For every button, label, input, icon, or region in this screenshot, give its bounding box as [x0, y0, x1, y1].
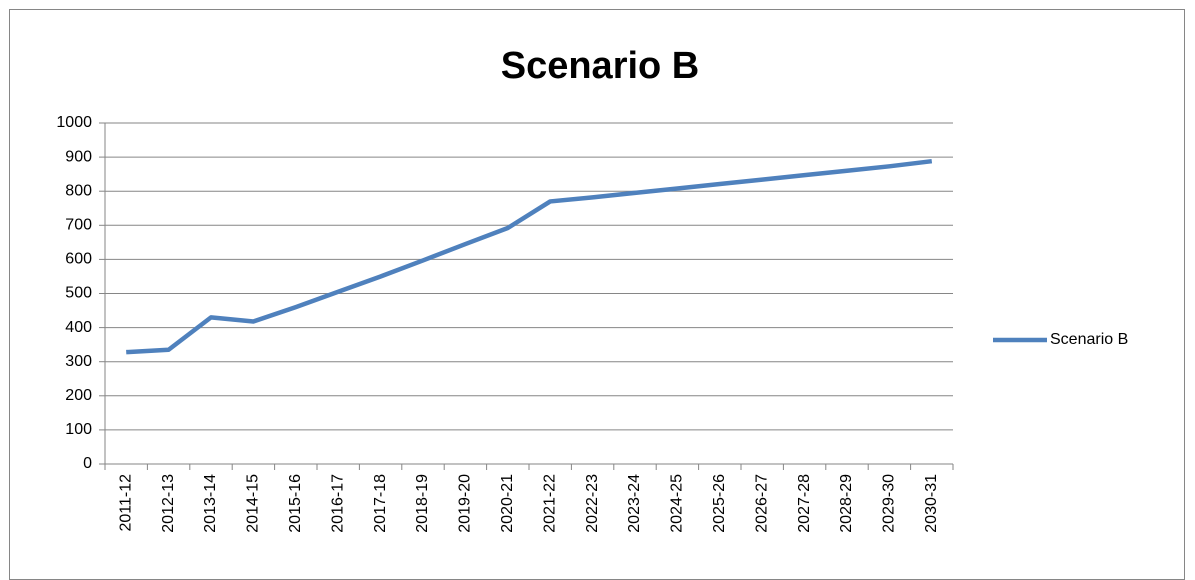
x-tick-label: 2028-29 — [838, 474, 855, 533]
x-tick-label: 2030-31 — [923, 474, 940, 533]
x-tick-label: 2021-22 — [541, 474, 558, 533]
x-tick-label: 2015-16 — [287, 474, 304, 533]
y-tick-label: 200 — [65, 387, 92, 404]
chart-border — [9, 9, 1185, 580]
x-tick-label: 2019-20 — [457, 474, 474, 533]
y-tick-label: 700 — [65, 217, 92, 234]
x-tick-label: 2017-18 — [372, 474, 389, 533]
x-tick-label: 2011-12 — [117, 474, 134, 532]
legend-label: Scenario B — [1050, 331, 1128, 348]
series-line — [126, 158, 933, 355]
y-tick-label: 400 — [65, 319, 92, 336]
x-tick-label: 2018-19 — [414, 474, 431, 533]
x-tick-label: 2025-26 — [711, 474, 728, 533]
y-tick-label: 100 — [65, 421, 92, 438]
y-tick-label: 0 — [83, 455, 92, 472]
chart-title: Scenario B — [501, 45, 700, 87]
x-tick-label: 2022-23 — [584, 474, 601, 533]
y-tick-label: 1000 — [56, 114, 92, 131]
y-tick-label: 800 — [65, 182, 92, 199]
x-tick-label: 2014-15 — [245, 474, 262, 533]
y-tick-label: 300 — [65, 353, 92, 370]
x-tick-label: 2012-13 — [160, 474, 177, 533]
x-tick-label: 2023-24 — [626, 474, 643, 533]
y-tick-label: 900 — [65, 148, 92, 165]
x-tick-label: 2024-25 — [669, 474, 686, 533]
x-tick-label: 2029-30 — [881, 474, 898, 533]
x-tick-label: 2026-27 — [753, 474, 770, 533]
x-tick-label: 2016-17 — [329, 474, 346, 533]
y-tick-label: 600 — [65, 251, 92, 268]
x-tick-label: 2020-21 — [499, 474, 516, 533]
x-tick-label: 2027-28 — [796, 474, 813, 533]
y-tick-label: 500 — [65, 285, 92, 302]
x-tick-label: 2013-14 — [202, 474, 219, 533]
